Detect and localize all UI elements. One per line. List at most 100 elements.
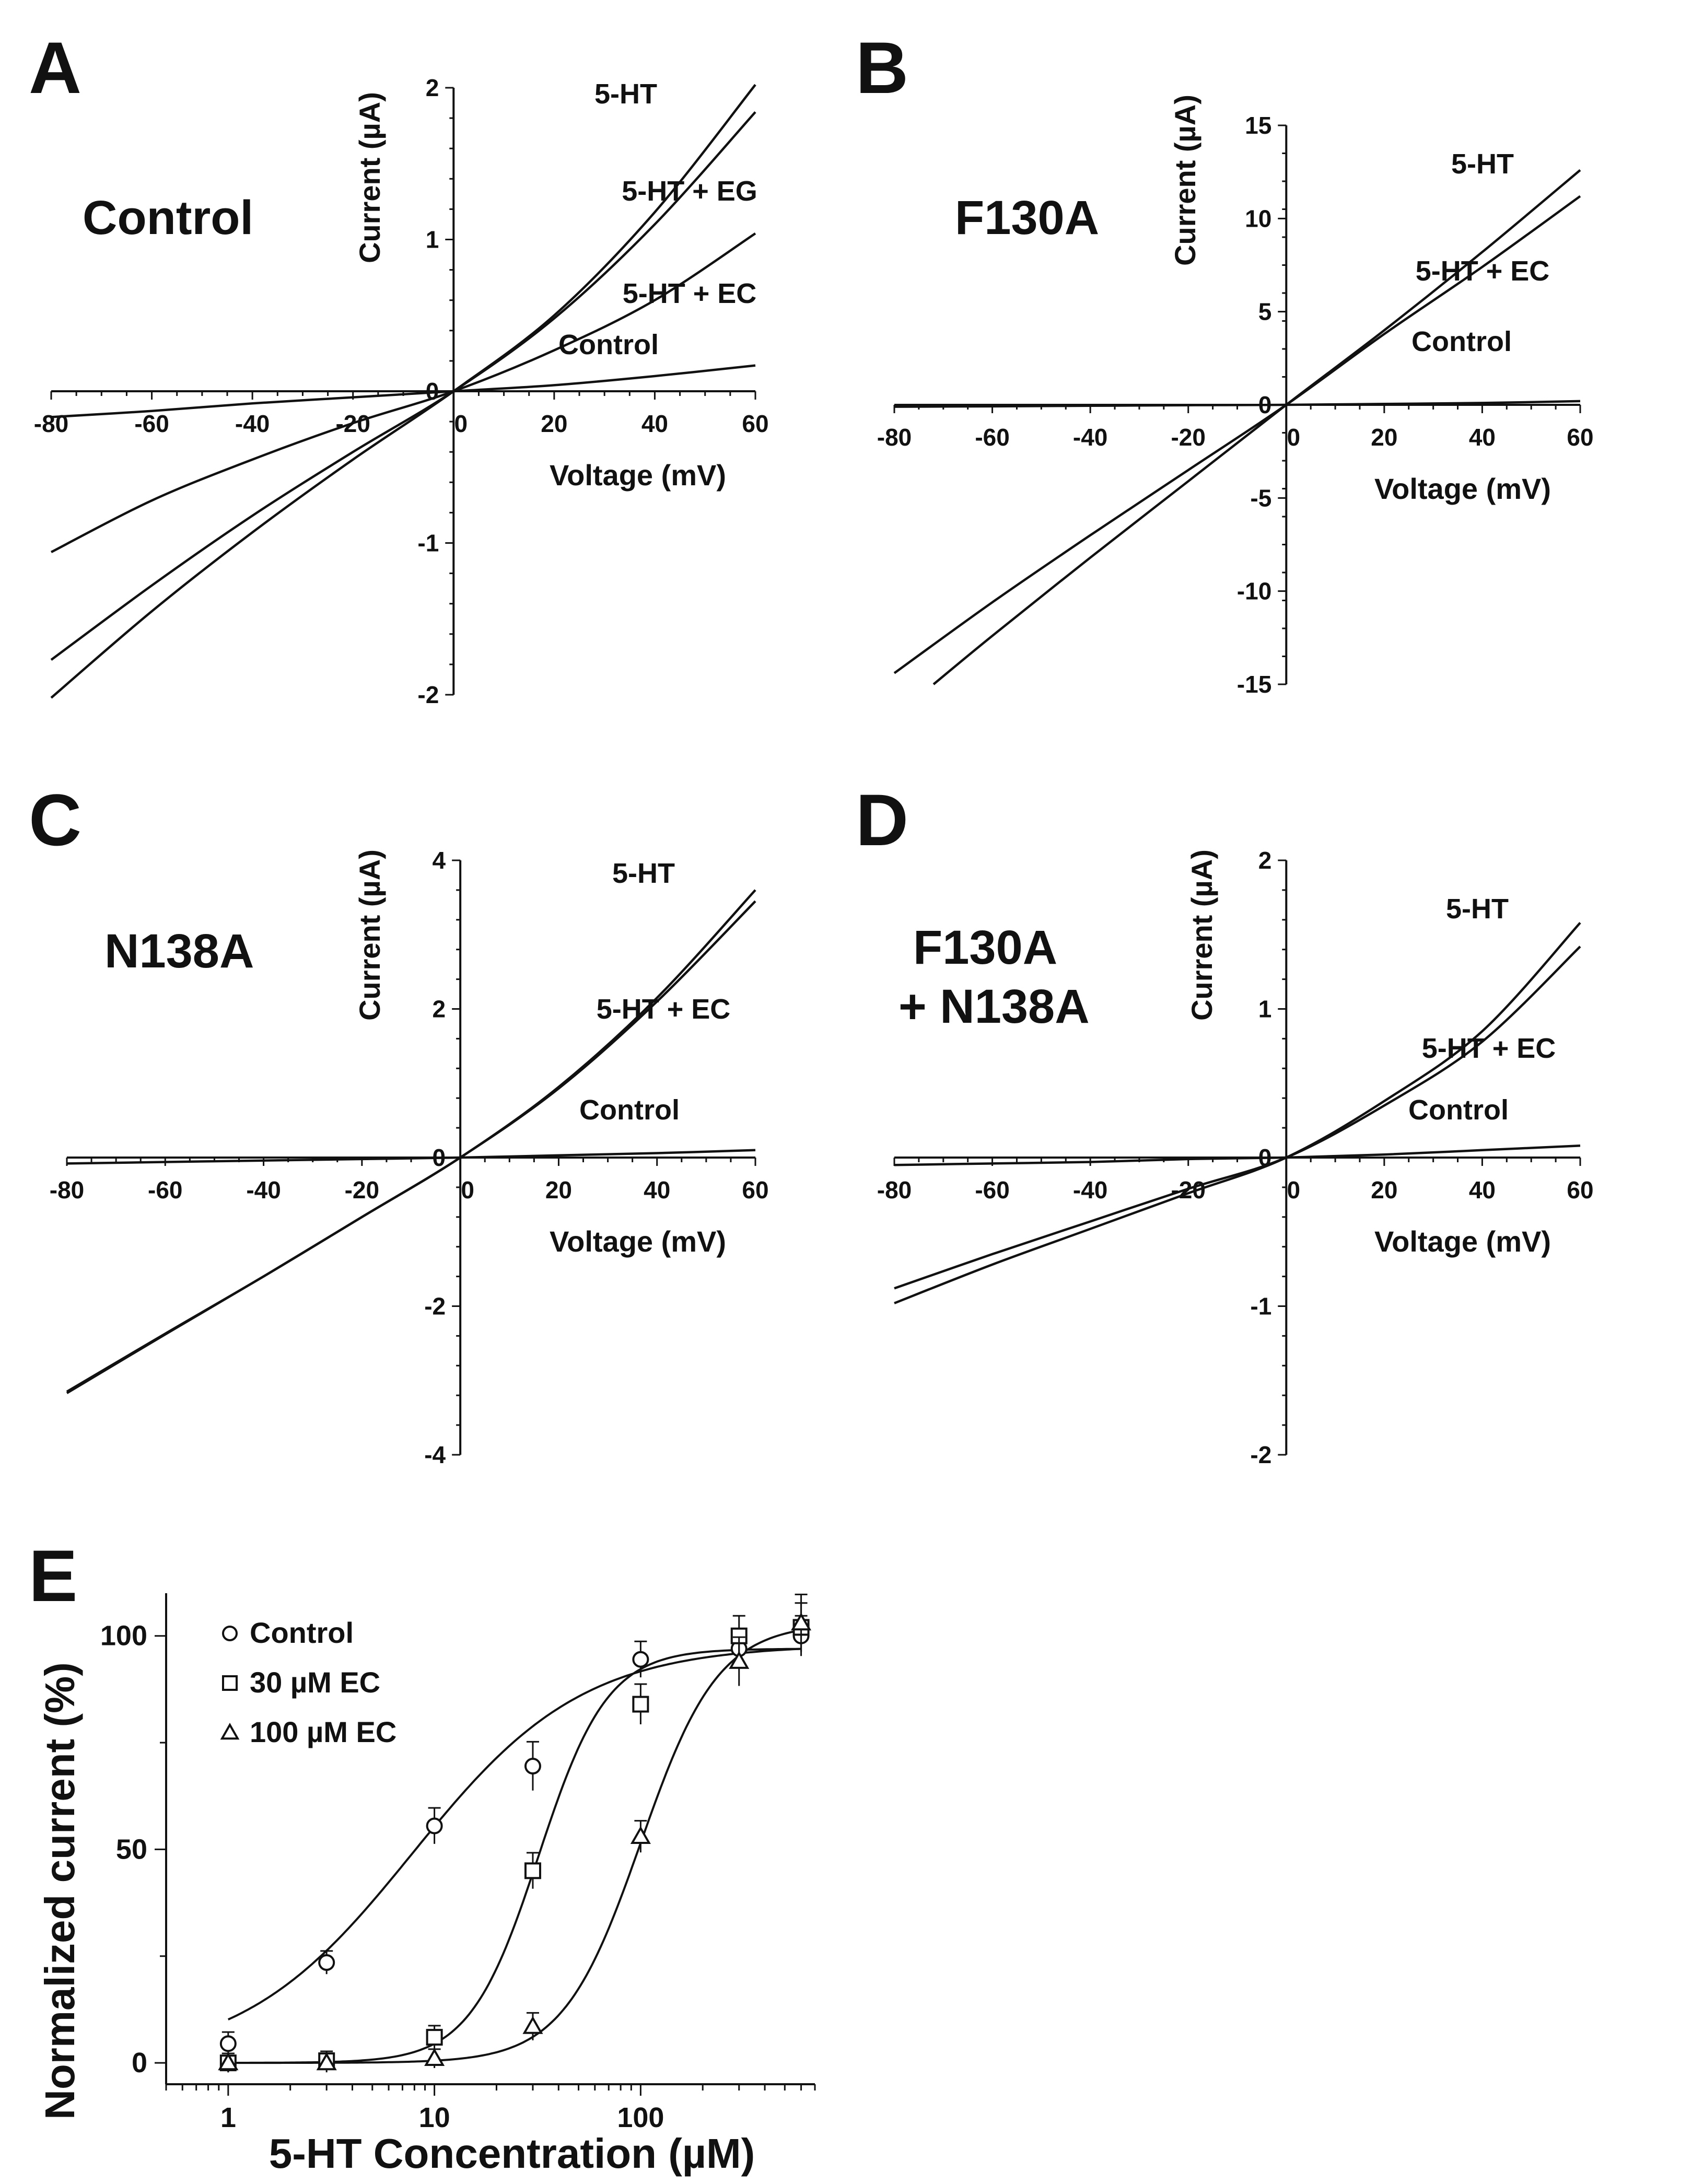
- y-axis-title: Current (µA): [1169, 95, 1201, 266]
- marker-triangle: [424, 2048, 445, 2066]
- y-tick-label: 0: [132, 2047, 147, 2078]
- series-label: Control: [579, 1094, 680, 1126]
- series-label: 5-HT: [612, 858, 675, 889]
- trace-control: [66, 1149, 756, 1165]
- x-tick-label: -80: [34, 410, 68, 437]
- x-tick-label: -80: [877, 1176, 912, 1204]
- series-label: 5-HT + EC: [1416, 255, 1550, 287]
- series-label: 5-HT + EC: [1422, 1033, 1556, 1064]
- trace-5-ht-ec: [50, 232, 756, 553]
- series-label: 5-HT: [1451, 148, 1514, 180]
- x-tick-label: 20: [545, 1176, 572, 1204]
- y-tick-label: -15: [1237, 671, 1271, 698]
- condition-label: Control: [83, 191, 253, 244]
- x-tick-label: -20: [1171, 424, 1205, 451]
- series-label: 5-HT: [594, 78, 657, 110]
- x-tick-label: -80: [877, 424, 912, 451]
- y-axis-title: Normalized current (%): [37, 1662, 83, 2120]
- trace-5-ht: [932, 169, 1581, 685]
- y-tick-label: 4: [433, 847, 446, 874]
- series-label: Control: [1411, 326, 1512, 357]
- x-tick-label: -60: [148, 1176, 182, 1204]
- marker-circle: [222, 1626, 238, 1641]
- y-axis-title: Current (µA): [1185, 849, 1218, 1021]
- marker-square: [426, 2029, 443, 2046]
- x-tick-label: -60: [975, 1176, 1009, 1204]
- panel-letter: B: [856, 27, 908, 109]
- x-tick-label: 40: [1469, 1176, 1496, 1204]
- trace-control: [51, 364, 756, 418]
- marker-triangle: [630, 1826, 651, 1844]
- x-tick-label: 0: [1287, 424, 1300, 451]
- fit-curve: [227, 1648, 801, 2021]
- marker-square: [222, 1675, 238, 1691]
- x-tick-label: -40: [246, 1176, 281, 1204]
- y-tick-label: 10: [1245, 205, 1271, 232]
- y-tick-label: -5: [1250, 484, 1271, 511]
- trace-5-ht: [894, 921, 1581, 1304]
- panel-letter: A: [29, 27, 81, 109]
- marker-triangle: [316, 2052, 337, 2071]
- y-tick-label: -2: [417, 681, 439, 708]
- marker-circle: [632, 1651, 649, 1668]
- trace-control: [894, 400, 1581, 408]
- x-tick-label: -40: [235, 410, 270, 437]
- marker-square: [524, 1862, 541, 1879]
- panel-letter: C: [29, 779, 81, 861]
- trace-5-ht: [50, 84, 756, 699]
- y-tick-label: 50: [116, 1833, 147, 1865]
- marker-triangle: [729, 1651, 750, 1669]
- legend-entry: 30 µM EC: [250, 1666, 380, 1699]
- legend-entry: 100 µM EC: [250, 1715, 396, 1748]
- x-axis-title: Voltage (mV): [1374, 472, 1551, 505]
- x-tick-label: 40: [641, 410, 668, 437]
- condition-label: F130A: [955, 191, 1099, 244]
- x-tick-label: 20: [541, 410, 567, 437]
- y-axis-title: Current (µA): [353, 92, 386, 263]
- y-tick-label: 2: [433, 996, 446, 1023]
- y-tick-label: 5: [1258, 298, 1272, 325]
- y-tick-label: -2: [1250, 1441, 1271, 1468]
- y-tick-label: -10: [1237, 578, 1271, 605]
- y-tick-label: 100: [100, 1620, 147, 1652]
- x-tick-label: 60: [1567, 424, 1593, 451]
- x-tick-label: 100: [617, 2102, 664, 2133]
- x-tick-label: 40: [644, 1176, 670, 1204]
- x-tick-label: -40: [1073, 1176, 1107, 1204]
- series-label: 5-HT + EC: [623, 278, 757, 309]
- series-label: Control: [558, 329, 659, 360]
- x-tick-label: -80: [50, 1176, 84, 1204]
- y-tick-label: 1: [426, 226, 439, 253]
- x-tick-label: 60: [742, 410, 768, 437]
- marker-triangle: [791, 1613, 812, 1631]
- marker-square: [632, 1696, 649, 1713]
- x-tick-label: 10: [419, 2102, 450, 2133]
- trace-5-ht-ec: [894, 945, 1581, 1290]
- x-tick-label: 0: [461, 1176, 474, 1204]
- x-tick-label: 40: [1469, 424, 1496, 451]
- panel-letter: E: [29, 1535, 77, 1617]
- y-tick-label: -2: [424, 1293, 446, 1320]
- x-tick-label: 0: [454, 410, 468, 437]
- x-axis-title: Voltage (mV): [550, 459, 726, 492]
- condition-label: F130A: [913, 921, 1057, 974]
- x-axis-title: Voltage (mV): [1374, 1225, 1551, 1258]
- fit-curve: [228, 1648, 801, 2064]
- x-tick-label: 1: [220, 2102, 236, 2133]
- marker-circle: [219, 2035, 237, 2052]
- y-tick-label: -4: [424, 1441, 446, 1468]
- y-tick-label: 15: [1245, 112, 1271, 139]
- x-tick-label: -40: [1073, 424, 1107, 451]
- y-tick-label: 1: [1258, 996, 1272, 1023]
- marker-triangle: [522, 2016, 543, 2034]
- trace-5-ht-ec: [66, 900, 756, 1394]
- x-axis-title: 5-HT Concentration (µM): [269, 2130, 755, 2177]
- marker-circle: [426, 1817, 443, 1835]
- x-tick-label: 20: [1371, 424, 1397, 451]
- panel-e: 1 10 100 100 50 0 5-HT Concentration (µM) Norma…: [29, 1535, 816, 2177]
- x-tick-label: -20: [345, 1176, 379, 1204]
- x-tick-label: 60: [1567, 1176, 1593, 1204]
